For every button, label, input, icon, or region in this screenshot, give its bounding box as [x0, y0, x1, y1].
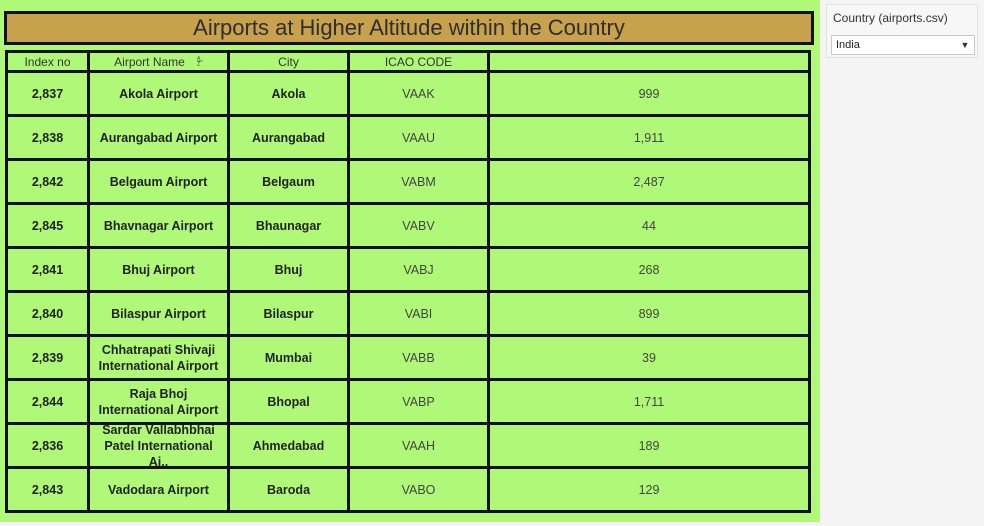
cell-icao: VABJ — [350, 249, 490, 290]
cell-value: 39 — [642, 350, 656, 365]
cell-city: Bilaspur — [230, 293, 350, 334]
cell-city: Ahmedabad — [230, 425, 350, 466]
sort-icon[interactable]: A Z — [196, 56, 203, 68]
chevron-down-icon[interactable]: ▼ — [960, 40, 970, 50]
cell-index: 2,843 — [8, 469, 90, 510]
cell-airport-name: Raja Bhoj International Airport — [90, 381, 230, 422]
cell-index: 2,836 — [8, 425, 90, 466]
airports-table: Index no Airport Name A Z City ICAO CODE… — [5, 50, 811, 513]
cell-index: 2,839 — [8, 337, 90, 378]
cell-airport-name: Chhatrapati Shivaji International Airport — [90, 337, 230, 378]
cell-airport-name: Bilaspur Airport — [90, 293, 230, 334]
airport-name-line: Akola Airport — [119, 86, 198, 101]
table-row[interactable]: 2,844 Raja Bhoj International Airport Bhopa… — [8, 381, 808, 425]
cell-city: Bhaunagar — [230, 205, 350, 246]
cell-airport-name: Bhavnagar Airport — [90, 205, 230, 246]
column-header-value[interactable] — [490, 53, 808, 70]
cell-city: Baroda — [230, 469, 350, 510]
table-row[interactable]: 2,840 Bilaspur Airport Bilaspur VABI 899 — [8, 293, 808, 337]
cell-index: 2,841 — [8, 249, 90, 290]
filter-label: Country (airports.csv) — [833, 11, 948, 25]
page-title: Airports at Higher Altitude within the C… — [4, 11, 814, 45]
table-row[interactable]: 2,842 Belgaum Airport Belgaum VABM 2,487 — [8, 161, 808, 205]
cell-index: 2,840 — [8, 293, 90, 334]
cell-index: 2,844 — [8, 381, 90, 422]
column-header-airport-name[interactable]: Airport Name A Z — [90, 53, 230, 70]
dashboard: Airports at Higher Altitude within the C… — [0, 0, 820, 522]
column-header-label: Airport Name — [114, 54, 185, 69]
cell-icao: VABP — [350, 381, 490, 422]
cell-index: 2,842 — [8, 161, 90, 202]
cell-airport-name: Akola Airport — [90, 73, 230, 114]
airport-name-line: Raja Bhoj — [129, 386, 188, 401]
cell-city: Bhopal — [230, 381, 350, 422]
airport-name-line: International Airport — [98, 358, 219, 373]
column-header-city[interactable]: City — [230, 53, 350, 70]
cell-value: 1,711 — [633, 394, 665, 409]
airport-name-line: International Airport — [98, 402, 219, 417]
svg-text:A: A — [197, 56, 201, 62]
airport-name-line: Patel International Ai.. — [104, 438, 213, 467]
cell-city: Akola — [230, 73, 350, 114]
cell-value: 268 — [638, 262, 660, 277]
column-header-icao[interactable]: ICAO CODE — [350, 53, 490, 70]
cell-airport-name: Sardar Vallabhbhai Patel International Ai… — [90, 425, 230, 466]
column-header-index[interactable]: Index no — [8, 53, 90, 70]
airport-name-line: Vadodara Airport — [108, 482, 209, 497]
cell-airport-name: Aurangabad Airport — [90, 117, 230, 158]
cell-value: 1,911 — [633, 130, 665, 145]
cell-value: 899 — [638, 306, 660, 321]
airport-name-line: Sardar Vallabhbhai — [102, 425, 215, 437]
airport-name-line: Belgaum Airport — [109, 174, 208, 189]
country-select[interactable]: India ▼ — [831, 35, 975, 55]
svg-text:Z: Z — [197, 61, 201, 66]
cell-value: 129 — [638, 482, 660, 497]
cell-city: Bhuj — [230, 249, 350, 290]
table-row[interactable]: 2,841 Bhuj Airport Bhuj VABJ 268 — [8, 249, 808, 293]
cell-icao: VAAH — [350, 425, 490, 466]
cell-icao: VABV — [350, 205, 490, 246]
airport-name-line: Bhavnagar Airport — [103, 218, 214, 233]
airport-name-line: Bilaspur Airport — [111, 306, 206, 321]
country-filter: Country (airports.csv) India ▼ — [826, 4, 978, 58]
airport-name-line: Aurangabad Airport — [99, 130, 218, 145]
table-row[interactable]: 2,845 Bhavnagar Airport Bhaunagar VABV 44 — [8, 205, 808, 249]
cell-index: 2,838 — [8, 117, 90, 158]
cell-icao: VABM — [350, 161, 490, 202]
cell-value: 189 — [638, 438, 660, 453]
table-row[interactable]: 2,837 Akola Airport Akola VAAK 999 — [8, 73, 808, 117]
table-row[interactable]: 2,839 Chhatrapati Shivaji International Ai… — [8, 337, 808, 381]
cell-city: Mumbai — [230, 337, 350, 378]
cell-airport-name: Belgaum Airport — [90, 161, 230, 202]
cell-icao: VABO — [350, 469, 490, 510]
cell-value: 44 — [642, 218, 656, 233]
cell-airport-name: Bhuj Airport — [90, 249, 230, 290]
cell-city: Belgaum — [230, 161, 350, 202]
cell-icao: VABB — [350, 337, 490, 378]
cell-value: 999 — [638, 86, 660, 101]
cell-airport-name: Vadodara Airport — [90, 469, 230, 510]
airport-name-line: Bhuj Airport — [122, 262, 195, 277]
airport-name-line: Chhatrapati Shivaji — [101, 342, 216, 357]
table-row[interactable]: 2,836 Sardar Vallabhbhai Patel Internation… — [8, 425, 808, 469]
cell-index: 2,837 — [8, 73, 90, 114]
country-select-value: India — [836, 39, 860, 51]
cell-icao: VAAU — [350, 117, 490, 158]
cell-icao: VAAK — [350, 73, 490, 114]
table-row[interactable]: 2,843 Vadodara Airport Baroda VABO 129 — [8, 469, 808, 510]
cell-index: 2,845 — [8, 205, 90, 246]
cell-city: Aurangabad — [230, 117, 350, 158]
cell-icao: VABI — [350, 293, 490, 334]
table-row[interactable]: 2,838 Aurangabad Airport Aurangabad VAAU 1,9… — [8, 117, 808, 161]
cell-value: 2,487 — [633, 174, 665, 189]
table-header: Index no Airport Name A Z City ICAO CODE — [8, 53, 808, 73]
